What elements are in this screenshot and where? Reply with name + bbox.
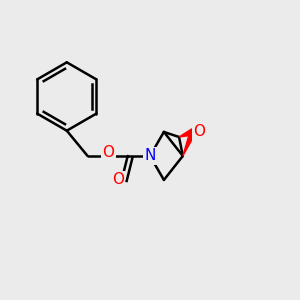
Text: O: O	[112, 172, 124, 187]
Text: O: O	[102, 145, 114, 160]
Text: N: N	[144, 148, 156, 164]
Polygon shape	[183, 131, 196, 156]
Polygon shape	[179, 129, 194, 137]
Text: O: O	[194, 124, 206, 140]
